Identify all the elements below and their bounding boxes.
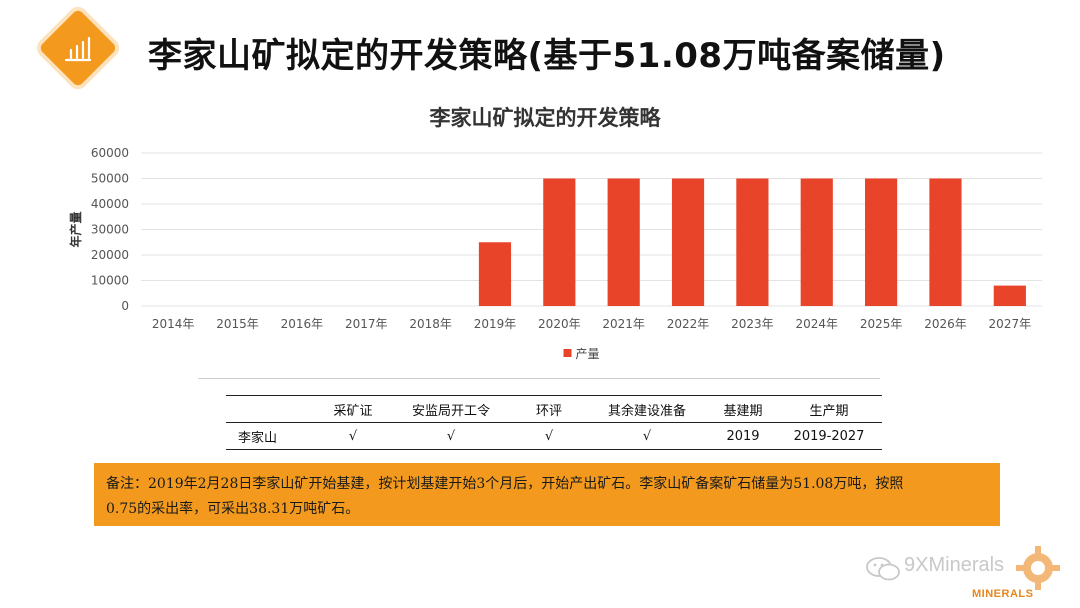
bar [478, 242, 512, 306]
table-header-cell: 生产期 [809, 403, 849, 419]
x-tick-label: 2022年 [667, 317, 710, 331]
bar [671, 178, 705, 306]
x-tick-label: 2016年 [281, 317, 324, 331]
y-tick-label: 50000 [91, 172, 129, 186]
approval-table: 采矿证 安监局开工令 环评 其余建设准备 基建期 生产期 李家山 √ √ √ √… [226, 395, 882, 450]
y-tick-label: 30000 [91, 223, 129, 237]
x-tick-label: 2024年 [795, 317, 838, 331]
x-tick-label: 2015年 [216, 317, 259, 331]
y-tick-label: 20000 [91, 248, 129, 262]
x-tick-label: 2027年 [989, 317, 1032, 331]
bar [543, 178, 576, 306]
wechat-icon [866, 557, 900, 581]
watermark-text: 9XMinerals [904, 554, 1005, 576]
x-tick-label: 2020年 [538, 317, 581, 331]
chart-area: 李家山矿拟定的开发策略 0 10000 20000 30000 40000 50000 60… [40, 96, 1050, 371]
x-tick-label: 2019年 [474, 317, 517, 331]
watermark-brand: MINERALS [972, 588, 1034, 600]
table-cell: 2019-2027 [793, 428, 865, 444]
note-line: 0.75的采出率，可采出38.31万吨矿石。 [106, 501, 360, 517]
slide-header: 李家山矿拟定的开发策略(基于51.08万吨备案储量) [0, 0, 1080, 100]
y-tick-label: 60000 [91, 146, 129, 160]
gear-logo-icon [1016, 546, 1060, 590]
table-header-row: 采矿证 安监局开工令 环评 其余建设准备 基建期 生产期 [226, 395, 882, 423]
x-tick-label: 2025年 [860, 317, 903, 331]
y-tick-label: 10000 [91, 274, 129, 288]
table-header-cell: 采矿证 [333, 403, 373, 419]
x-tick-label: 2017年 [345, 317, 388, 331]
table-cell: 2019 [726, 428, 760, 444]
y-tick-label: 40000 [91, 197, 129, 211]
table-cell: √ [642, 428, 652, 444]
table-header-cell: 其余建设准备 [607, 403, 686, 419]
bar [800, 178, 833, 306]
note-box: 备注：2019年2月28日李家山矿开始基建，按计划基建开始3个月后，开始产出矿石… [94, 463, 1000, 526]
table-header-cell: 环评 [535, 403, 562, 419]
x-tick-label: 2026年 [924, 317, 967, 331]
y-tick-label: 0 [121, 299, 129, 313]
bar [929, 178, 962, 306]
x-tick-label: 2014年 [152, 317, 195, 331]
x-tick-label: 2021年 [602, 317, 645, 331]
bar-chart: 0 10000 20000 30000 40000 50000 60000 年产量 2014年 2… [68, 146, 1042, 361]
note-line: 备注：2019年2月28日李家山矿开始基建，按计划基建开始3个月后，开始产出矿石… [106, 476, 904, 492]
bar [607, 178, 640, 306]
x-tick-label: 2018年 [409, 317, 452, 331]
watermark: 9XMinerals MINERALS [864, 544, 1074, 606]
bar [865, 178, 898, 306]
table-cell: 李家山 [238, 430, 278, 446]
table-header-cell: 安监局开工令 [411, 403, 490, 419]
divider [198, 378, 880, 379]
bar [736, 178, 769, 306]
table-cell: √ [348, 428, 358, 444]
y-axis-label: 年产量 [68, 211, 83, 247]
legend-label: 产量 [576, 347, 600, 361]
table-row: 李家山 √ √ √ √ 2019 2019-2027 [226, 423, 882, 450]
table-cell: √ [544, 428, 554, 444]
x-tick-label: 2023年 [731, 317, 774, 331]
table-header-cell [226, 396, 318, 423]
chart-title: 李家山矿拟定的开发策略 [429, 106, 661, 130]
table-cell: √ [446, 428, 456, 444]
page-title: 李家山矿拟定的开发策略(基于51.08万吨备案储量) [148, 36, 946, 76]
bar-chart-icon [64, 36, 92, 62]
bar [993, 285, 1026, 306]
table-header-cell: 基建期 [723, 403, 763, 419]
legend-swatch [563, 349, 572, 357]
